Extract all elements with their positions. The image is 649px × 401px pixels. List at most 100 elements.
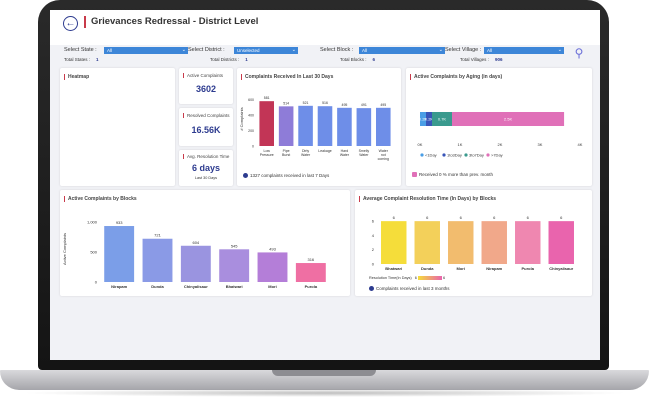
laptop-base bbox=[0, 370, 649, 390]
total-states-label: Total States : bbox=[64, 57, 91, 62]
y-tick-label: 1,000 bbox=[87, 220, 98, 225]
segment-value-label: 2.5K bbox=[504, 117, 513, 122]
y-tick-label: 0 bbox=[252, 145, 254, 149]
resolved-complaints-card: Resolved Complaints 16.56K bbox=[179, 108, 233, 146]
bar-6 bbox=[376, 107, 391, 146]
x-tick-label: Dunda bbox=[421, 266, 434, 271]
bar-0 bbox=[104, 226, 135, 282]
x-tick-label: Bhatwari bbox=[226, 284, 243, 289]
y-tick-label: 0 bbox=[95, 280, 98, 285]
block-select[interactable]: All ⌄ bbox=[359, 47, 445, 54]
segment-2 bbox=[432, 112, 452, 126]
block-select-value: All bbox=[362, 48, 368, 53]
x-tick-label: 1K bbox=[458, 142, 463, 147]
avg-resolution-label: Avg. Resolution Time bbox=[183, 154, 229, 159]
chevron-down-icon: ⌄ bbox=[291, 47, 296, 53]
x-tick-label: Nirapam bbox=[111, 284, 127, 289]
legend-marker-3 bbox=[486, 153, 490, 157]
last30-footer: 1327 complaints received in last 7 Days bbox=[243, 173, 329, 179]
village-select[interactable]: All ⌄ bbox=[484, 47, 564, 54]
bar-value-label: 721 bbox=[154, 233, 161, 238]
bar-1 bbox=[278, 106, 294, 146]
bar-value-label: 933 bbox=[116, 220, 123, 225]
last30-chart: # Complaints 600 400 200 0 581 Low Pressure 514 P… bbox=[239, 96, 391, 161]
bar-value-label: 495 bbox=[342, 103, 348, 107]
bar-0 bbox=[381, 221, 407, 264]
x-tick-label: Smelly Water bbox=[359, 149, 370, 157]
aging-footer-text: Received 0 % more than prev. month bbox=[419, 172, 493, 177]
segment-value-label: 0.2K bbox=[419, 117, 428, 122]
bar-3 bbox=[481, 221, 507, 264]
active-complaints-label: Active Complaints bbox=[183, 73, 223, 78]
res-legend: Resolution Time(In Days) 6 6 bbox=[369, 276, 445, 280]
avg-res-title: Average Complaint Resolution Time (In Da… bbox=[359, 196, 496, 202]
avg-res-footer: Complaints received in last 3 months bbox=[369, 286, 450, 292]
heatmap-card: Heatmap bbox=[60, 68, 175, 186]
x-tick-label: Purola bbox=[305, 284, 318, 289]
district-select[interactable]: Unselected ⌄ bbox=[234, 47, 298, 54]
legend-label: 3to7Day bbox=[469, 153, 484, 158]
bar-1 bbox=[142, 238, 173, 282]
x-tick-label: Mori bbox=[457, 266, 465, 271]
total-blocks-value: 6 bbox=[372, 57, 376, 62]
blocks-chart: Active Complaints 1,000 500 0 933 Nirapam 721 D… bbox=[62, 220, 326, 289]
chevron-down-icon: ⌄ bbox=[438, 47, 443, 53]
bar-4 bbox=[257, 252, 288, 282]
total-districts-value: 1 bbox=[245, 57, 248, 62]
bar-0 bbox=[259, 101, 274, 146]
bar-value-label: 6 bbox=[426, 215, 429, 220]
aging-card: Active Complaints by Aging (in days) 0.2… bbox=[406, 68, 592, 186]
y-tick-label: 600 bbox=[248, 98, 254, 102]
avg-res-chart: 6 4 2 0 6 Bhatwari 6 Dunda 6 Mori 6 Nirapam 6 Purola 6… bbox=[372, 215, 574, 271]
active-complaints-value: 3602 bbox=[195, 84, 217, 94]
x-tick-label: Nirapam bbox=[486, 266, 502, 271]
res-legend-gradient bbox=[417, 276, 442, 280]
page-title: Grievances Redressal - District Level bbox=[84, 16, 258, 28]
legend-label: >7Day bbox=[491, 153, 503, 158]
aging-footer: Received 0 % more than prev. month bbox=[412, 172, 493, 178]
segment-1 bbox=[426, 112, 432, 126]
y-tick-label: 400 bbox=[248, 114, 254, 118]
bar-value-label: 495 bbox=[380, 103, 386, 107]
bar-5 bbox=[548, 221, 574, 264]
state-select[interactable]: All ⌄ bbox=[104, 47, 188, 54]
x-tick-label: Bhatwari bbox=[385, 266, 402, 271]
chevron-down-icon: ⌄ bbox=[181, 47, 186, 53]
laptop-notch bbox=[272, 370, 376, 376]
chevron-down-icon: ⌄ bbox=[557, 47, 562, 53]
x-tick-label: Purola bbox=[522, 266, 535, 271]
calendar-icon bbox=[369, 286, 374, 292]
village-label: Select Village : bbox=[445, 47, 482, 53]
x-tick-label: Hard Water bbox=[340, 149, 350, 157]
total-states: Total States : 1 bbox=[64, 57, 99, 62]
last30-title: Complaints Received In Last 30 Days bbox=[241, 74, 333, 80]
bar-value-label: 6 bbox=[393, 215, 396, 220]
bar-value-label: 6 bbox=[493, 215, 496, 220]
blocks-title: Active Complaints by Blocks bbox=[64, 196, 137, 202]
funnel-icon[interactable]: ⚲ bbox=[574, 46, 584, 60]
avg-resolution-value: 6 days bbox=[191, 163, 221, 173]
res-legend-label: Resolution Time(In Days) bbox=[369, 276, 412, 280]
bar-value-label: 6 bbox=[460, 215, 463, 220]
x-tick-label: Low Pressure bbox=[260, 149, 274, 157]
village-select-value: All bbox=[487, 48, 493, 53]
total-states-value: 1 bbox=[96, 57, 99, 62]
avg-resolution-card: Avg. Resolution Time 6 days Last 30 Days bbox=[179, 150, 233, 186]
back-arrow-icon[interactable]: ← bbox=[63, 16, 78, 31]
x-tick-label: Dunda bbox=[151, 284, 164, 289]
y-axis-label: Active Complaints bbox=[62, 233, 67, 265]
x-tick-label: Water not coming bbox=[378, 149, 389, 161]
resolved-complaints-value: 16.56K bbox=[191, 125, 221, 135]
avg-res-card: Average Complaint Resolution Time (In Da… bbox=[355, 190, 592, 296]
bar-4 bbox=[337, 107, 352, 146]
block-label: Select Block : bbox=[320, 47, 354, 53]
legend-label: 1to3Day bbox=[447, 153, 462, 158]
blocks-card: Active Complaints by Blocks Active Compl… bbox=[60, 190, 350, 296]
y-tick-label: 4 bbox=[372, 233, 375, 238]
state-select-value: All bbox=[107, 48, 113, 53]
y-tick-label: 6 bbox=[372, 219, 375, 224]
y-axis-label: # Complaints bbox=[239, 107, 244, 130]
bar-value-label: 516 bbox=[322, 101, 328, 105]
x-tick-label: 2K bbox=[498, 142, 503, 147]
segment-value-label: 0.7K bbox=[438, 117, 447, 122]
